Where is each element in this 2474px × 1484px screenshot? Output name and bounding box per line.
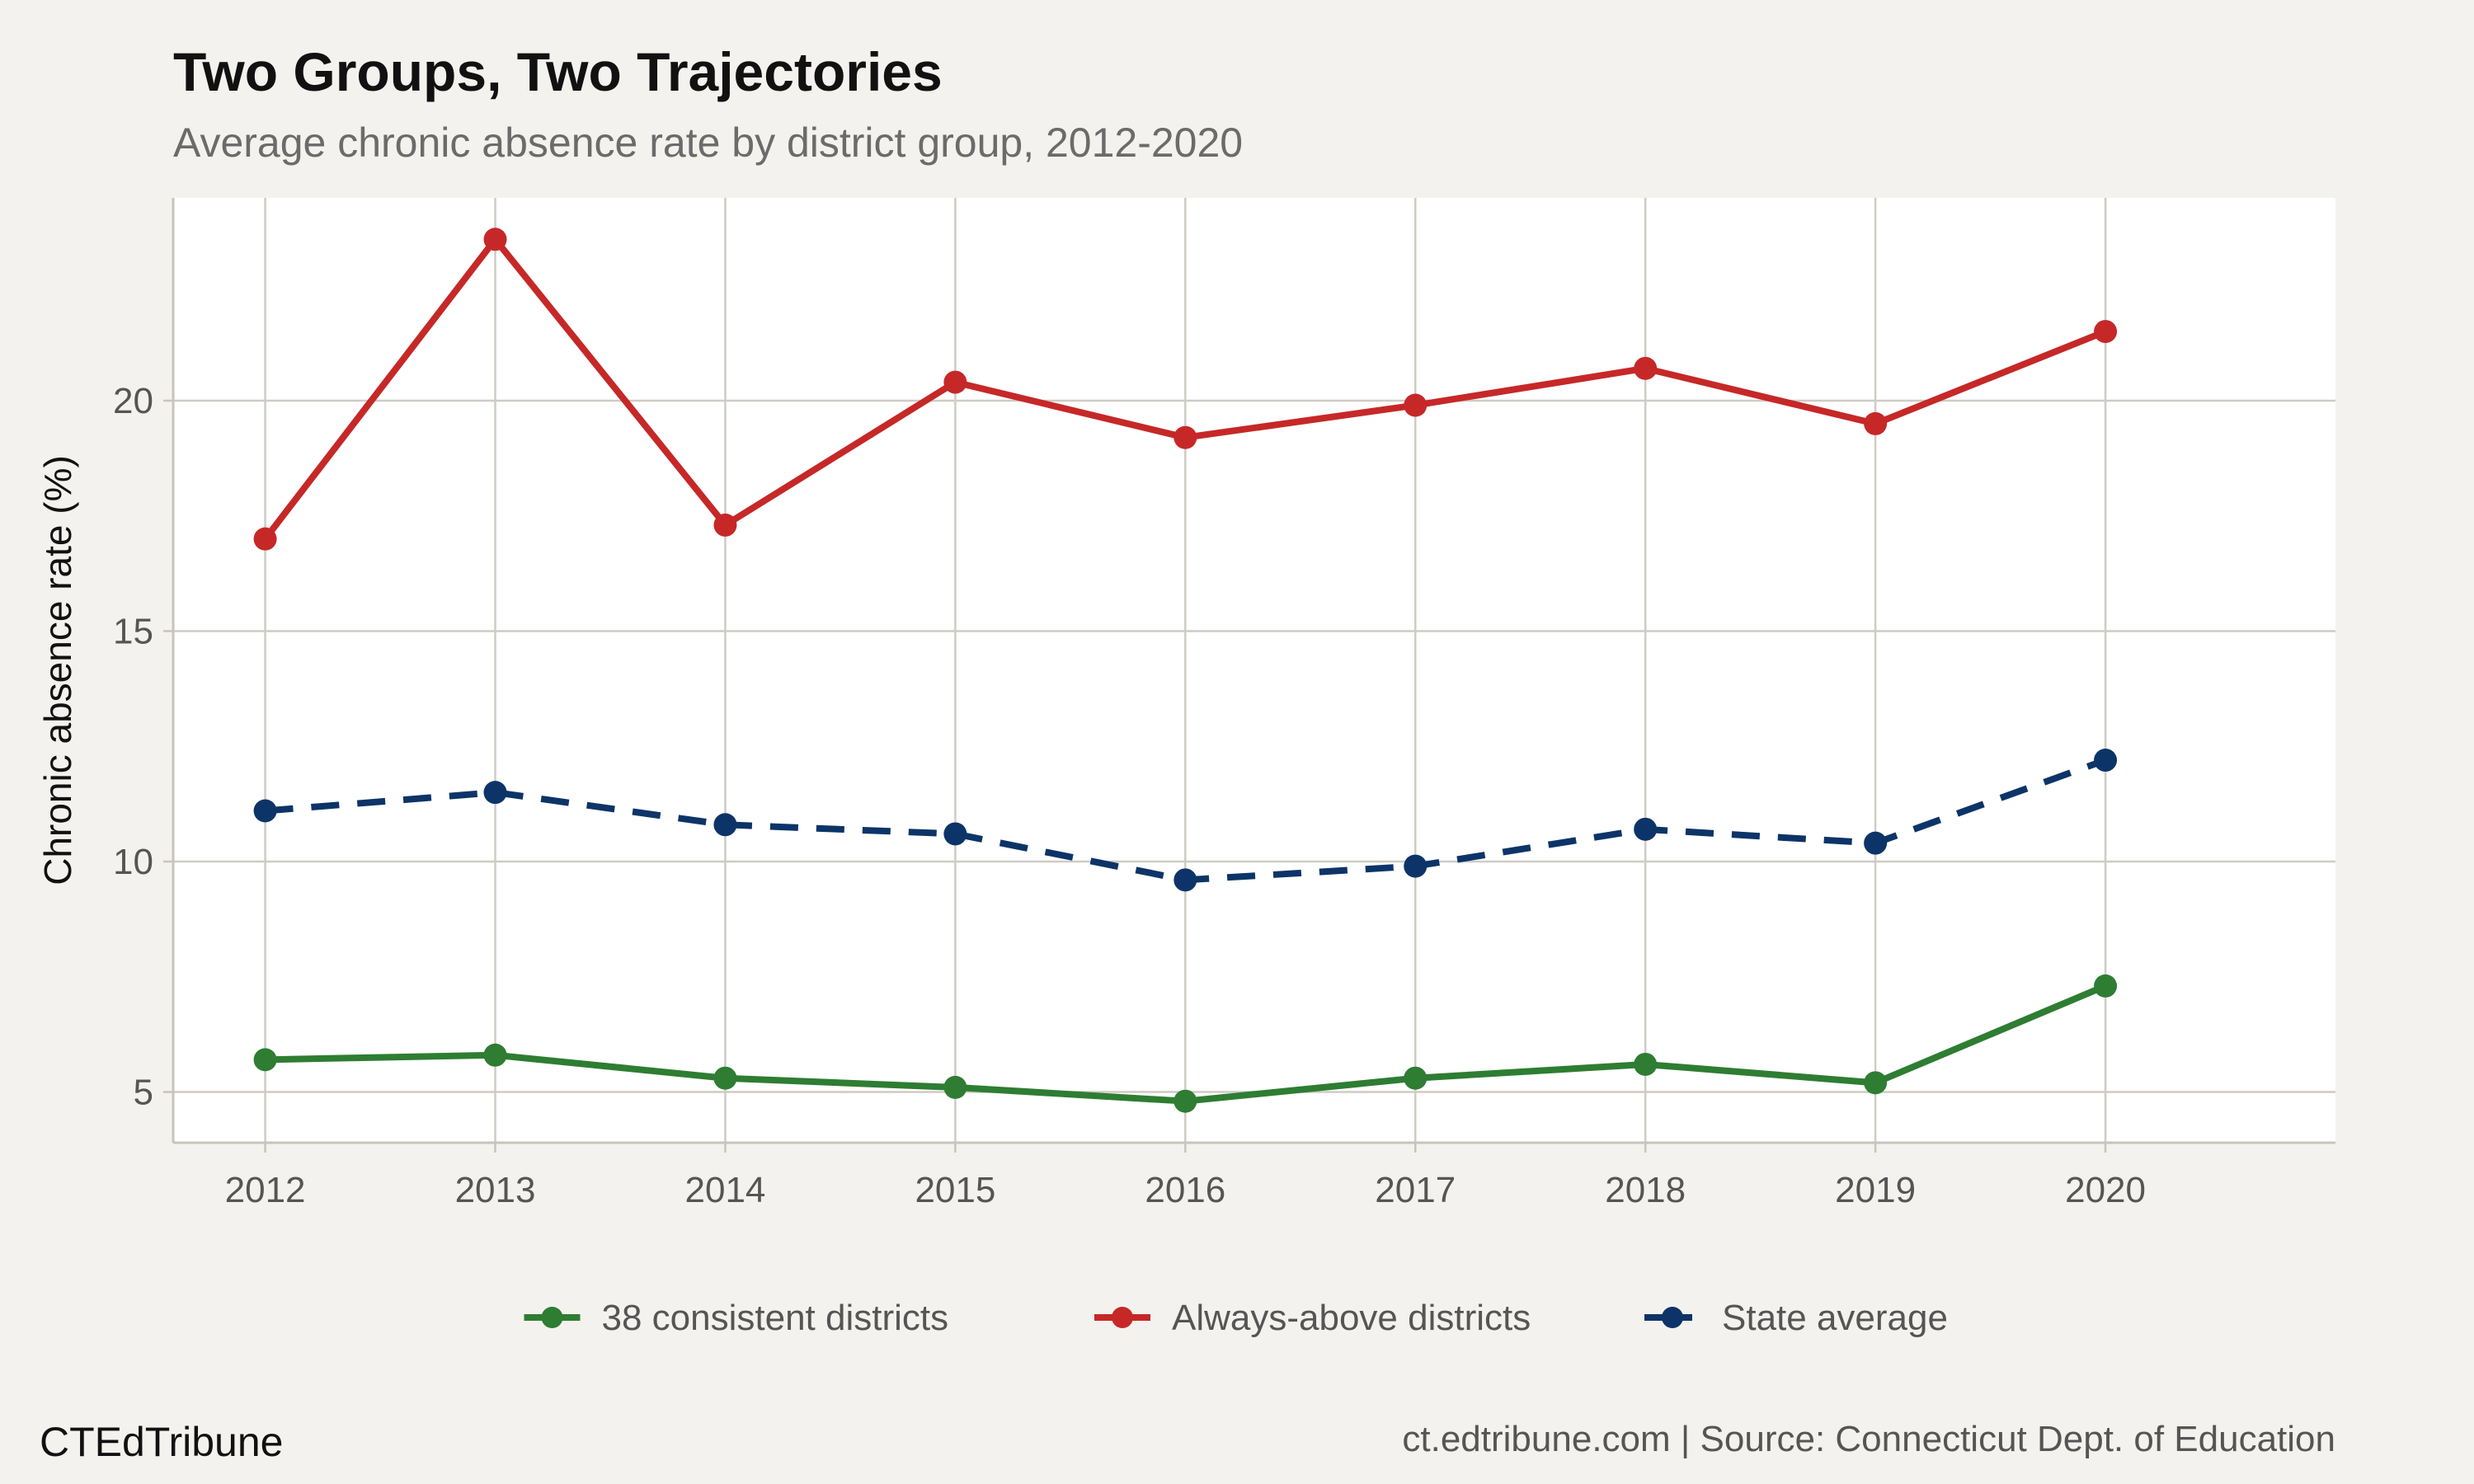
legend-key-point xyxy=(1662,1307,1683,1328)
y-tick-label: 15 xyxy=(113,611,153,651)
x-tick-label: 2016 xyxy=(1145,1170,1225,1210)
series-2 xyxy=(253,228,2118,551)
chart-subtitle: Average chronic absence rate by district… xyxy=(173,120,1243,166)
x-tick-label: 2012 xyxy=(225,1170,306,1210)
chart-title: Two Groups, Two Trajectories xyxy=(173,41,943,102)
data-point xyxy=(253,527,277,551)
data-point xyxy=(1174,868,1197,892)
data-point xyxy=(713,513,737,537)
data-point xyxy=(1864,411,1888,435)
brand-label: CTEdTribune xyxy=(40,1419,283,1465)
data-point xyxy=(253,1048,277,1072)
data-point xyxy=(483,781,507,805)
data-point xyxy=(1174,425,1197,449)
x-tick-label: 2017 xyxy=(1375,1170,1456,1210)
source-note: ct.edtribune.com | Source: Connecticut D… xyxy=(1402,1419,2335,1459)
y-tick-label: 5 xyxy=(134,1073,153,1113)
data-point xyxy=(1864,1071,1888,1095)
legend-label: State average xyxy=(1722,1298,1948,1338)
legend-label: 38 consistent districts xyxy=(602,1298,949,1338)
data-point xyxy=(253,799,277,823)
data-point xyxy=(1864,831,1888,855)
data-point xyxy=(713,1066,737,1090)
y-tick-labels: 5 10 15 20 xyxy=(113,381,153,1113)
data-point xyxy=(1634,356,1658,380)
legend-key-point xyxy=(541,1307,563,1328)
series-layer xyxy=(253,228,2118,1113)
y-tick-label: 10 xyxy=(113,842,153,882)
x-tick-labels: 2012 2013 2014 2015 2016 2017 2018 2019 2020 xyxy=(225,1170,2146,1210)
data-point xyxy=(713,813,737,837)
data-point xyxy=(483,228,507,251)
x-tick-label: 2013 xyxy=(455,1170,536,1210)
series-1 xyxy=(253,974,2118,1113)
y-gridlines xyxy=(163,399,2335,1093)
y-tick-label: 20 xyxy=(113,381,153,421)
x-tick-label: 2014 xyxy=(685,1170,766,1210)
y-axis-label: Chronic absence rate (%) xyxy=(36,455,79,885)
x-tick-label: 2019 xyxy=(1835,1170,1916,1210)
plot-panel xyxy=(173,198,2335,1143)
series-3 xyxy=(253,749,2118,892)
legend-item: State average xyxy=(1644,1298,1948,1338)
data-point xyxy=(1404,1066,1427,1090)
data-point xyxy=(1404,854,1427,878)
data-point xyxy=(1174,1089,1197,1113)
data-point xyxy=(943,1075,967,1099)
data-point xyxy=(1634,1052,1658,1076)
data-point xyxy=(2094,974,2118,998)
legend-item: Always-above districts xyxy=(1094,1298,1531,1338)
data-point xyxy=(943,370,967,394)
legend-label: Always-above districts xyxy=(1172,1298,1531,1338)
x-tick-label: 2018 xyxy=(1605,1170,1686,1210)
legend-item: 38 consistent districts xyxy=(524,1298,949,1338)
legend: 38 consistent districts Always-above dist… xyxy=(524,1298,1948,1338)
x-tick-label: 2015 xyxy=(915,1170,995,1210)
x-gridlines xyxy=(264,198,2107,1153)
legend-key-point xyxy=(1112,1307,1133,1328)
data-point xyxy=(943,822,967,846)
data-point xyxy=(483,1043,507,1067)
data-point xyxy=(2094,749,2118,773)
data-point xyxy=(1404,393,1427,417)
data-point xyxy=(1634,817,1658,841)
data-point xyxy=(2094,320,2118,344)
x-tick-label: 2020 xyxy=(2065,1170,2146,1210)
